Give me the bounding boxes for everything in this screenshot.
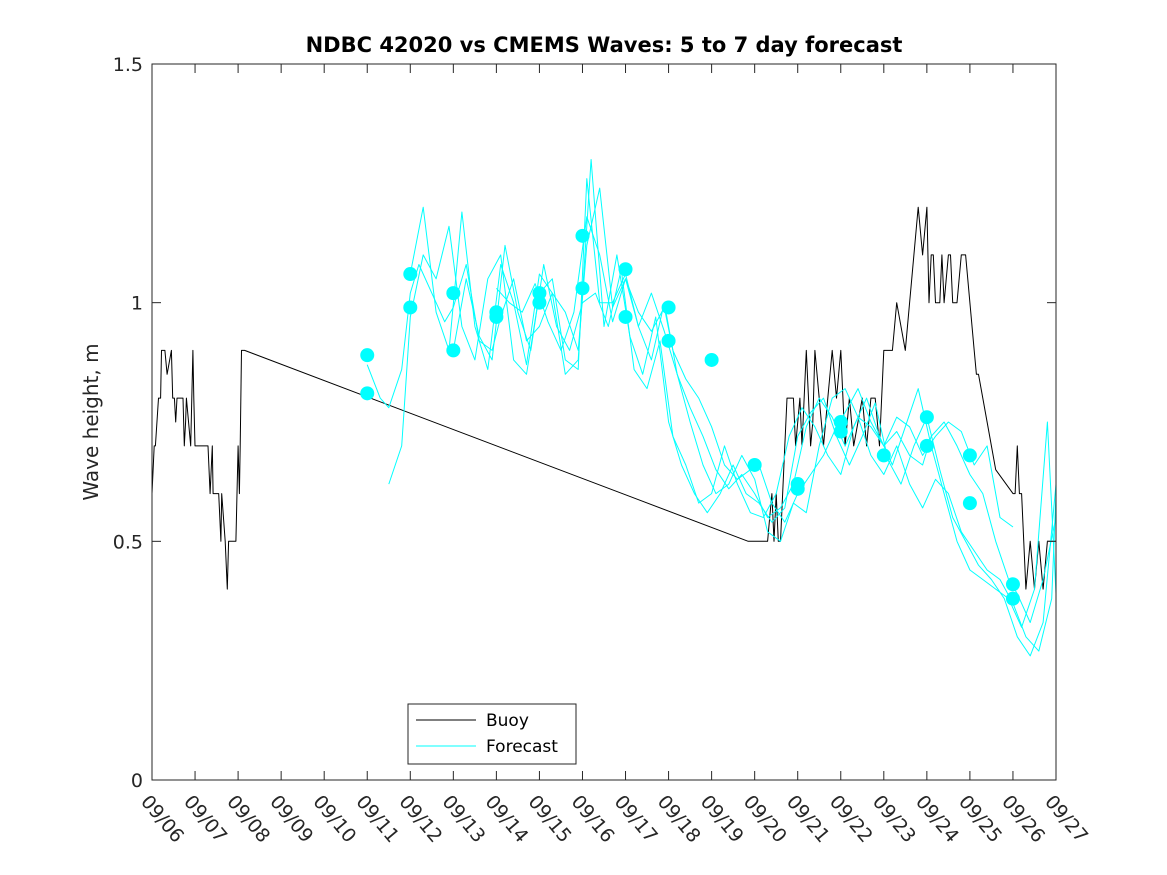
forecast-marker: [446, 343, 461, 358]
forecast-marker: [575, 281, 590, 296]
forecast-marker: [661, 300, 676, 315]
forecast-marker: [1005, 577, 1020, 592]
forecast-marker: [446, 286, 461, 301]
forecast-marker: [962, 496, 977, 511]
forecast-marker: [532, 295, 547, 310]
forecast-marker: [919, 438, 934, 453]
forecast-markers: [360, 228, 1020, 606]
y-tick-label: 1.5: [113, 54, 143, 76]
forecast-marker: [790, 481, 805, 496]
x-tick-label: 09/25: [954, 791, 1006, 847]
x-tick-label: 09/08: [222, 791, 274, 847]
y-tick-label: 0.5: [113, 531, 143, 553]
forecast-marker: [661, 333, 676, 348]
x-tick-label: 09/18: [653, 791, 705, 847]
y-axis-ticks: 0 0.5 1 1.5: [113, 54, 1056, 792]
x-tick-label: 09/15: [524, 791, 576, 847]
forecast-marker: [403, 267, 418, 282]
x-tick-label: 09/16: [567, 791, 619, 847]
forecast-marker: [876, 448, 891, 463]
legend: Buoy Forecast: [407, 703, 577, 765]
forecast-marker: [489, 309, 504, 324]
x-tick-label: 09/14: [481, 791, 533, 847]
legend-forecast-label: Forecast: [486, 737, 558, 757]
chart-title: NDBC 42020 vs CMEMS Waves: 5 to 7 day fo…: [306, 33, 903, 57]
forecast-marker: [704, 352, 719, 367]
forecast-series-line-1: [366, 187, 1057, 623]
x-tick-label: 09/23: [868, 791, 920, 847]
forecast-marker: [747, 457, 762, 472]
x-axis-ticks: 09/0609/0709/0809/0909/1009/1109/1209/13…: [136, 64, 1092, 847]
x-tick-label: 09/17: [610, 791, 662, 847]
forecast-series-line-3: [409, 159, 1057, 657]
x-tick-label: 09/22: [825, 791, 877, 847]
forecast-marker: [403, 300, 418, 315]
axes-box: [151, 63, 1057, 781]
forecast-series-line-2: [388, 178, 1057, 652]
x-tick-label: 09/20: [739, 791, 791, 847]
x-tick-label: 09/11: [351, 791, 403, 847]
forecast-marker: [1005, 591, 1020, 606]
x-tick-label: 09/07: [179, 791, 231, 847]
x-tick-label: 09/21: [782, 791, 834, 847]
x-tick-label: 09/13: [438, 791, 490, 847]
forecast-marker: [575, 228, 590, 243]
legend-buoy-label: Buoy: [486, 711, 529, 731]
x-tick-label: 09/24: [911, 791, 963, 847]
forecast-marker: [833, 424, 848, 439]
forecast-marker: [919, 410, 934, 425]
forecast-marker: [962, 448, 977, 463]
forecast-series-line-4: [452, 244, 1057, 628]
x-tick-label: 09/10: [308, 791, 360, 847]
x-tick-label: 09/26: [997, 791, 1049, 847]
y-tick-label: 1: [131, 293, 143, 315]
forecast-marker: [360, 348, 375, 363]
plot-lines: [151, 159, 1057, 657]
forecast-marker: [618, 262, 633, 277]
legend-box: [407, 703, 577, 765]
x-tick-label: 09/12: [394, 791, 446, 847]
x-tick-label: 09/09: [265, 791, 317, 847]
x-tick-label: 09/27: [1040, 791, 1092, 847]
x-tick-label: 09/06: [136, 791, 188, 847]
y-axis-label: Wave height, m: [79, 343, 103, 500]
buoy-series-line: [151, 206, 1056, 590]
x-tick-label: 09/19: [696, 791, 748, 847]
y-tick-label: 0: [131, 770, 143, 792]
forecast-marker: [360, 386, 375, 401]
forecast-marker: [618, 309, 633, 324]
